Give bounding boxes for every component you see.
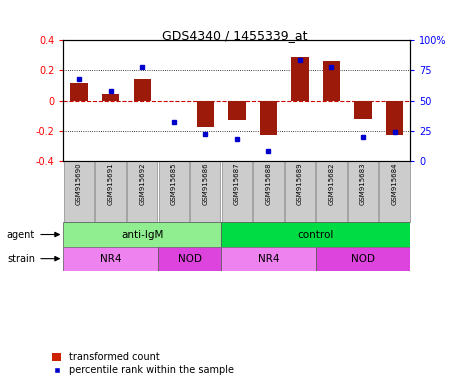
Bar: [159, 161, 189, 222]
Text: GSM915684: GSM915684: [392, 163, 398, 205]
Bar: [221, 222, 410, 247]
Bar: [323, 61, 340, 101]
Bar: [316, 247, 410, 271]
Bar: [291, 57, 309, 101]
Bar: [379, 161, 410, 222]
Bar: [190, 161, 220, 222]
Bar: [63, 247, 158, 271]
Text: NR4: NR4: [100, 254, 121, 264]
Text: strain: strain: [7, 254, 35, 264]
Bar: [317, 161, 347, 222]
Bar: [222, 161, 252, 222]
Text: NOD: NOD: [178, 254, 202, 264]
Text: control: control: [297, 230, 334, 240]
Text: agent: agent: [7, 230, 35, 240]
Text: GDS4340 / 1455339_at: GDS4340 / 1455339_at: [162, 29, 307, 42]
Text: anti-IgM: anti-IgM: [121, 230, 163, 240]
Bar: [96, 161, 126, 222]
Legend: transformed count, percentile rank within the sample: transformed count, percentile rank withi…: [52, 353, 234, 375]
Text: GSM915682: GSM915682: [328, 163, 334, 205]
Text: GSM915683: GSM915683: [360, 163, 366, 205]
Bar: [197, 101, 214, 127]
Text: GSM915687: GSM915687: [234, 163, 240, 205]
Bar: [70, 83, 88, 101]
Bar: [348, 161, 378, 222]
Bar: [102, 94, 119, 101]
Bar: [355, 101, 372, 119]
Bar: [260, 101, 277, 136]
Bar: [221, 247, 316, 271]
Bar: [64, 161, 94, 222]
Bar: [253, 161, 284, 222]
Text: NR4: NR4: [257, 254, 279, 264]
Text: GSM915686: GSM915686: [202, 163, 208, 205]
Text: GSM915688: GSM915688: [265, 163, 272, 205]
Bar: [386, 101, 403, 135]
Bar: [158, 247, 221, 271]
Bar: [285, 161, 315, 222]
Text: GSM915691: GSM915691: [108, 163, 113, 205]
Text: GSM915692: GSM915692: [139, 163, 145, 205]
Text: NOD: NOD: [351, 254, 375, 264]
Bar: [228, 101, 246, 120]
Text: GSM915685: GSM915685: [171, 163, 177, 205]
Text: GSM915690: GSM915690: [76, 163, 82, 205]
Bar: [127, 161, 157, 222]
Bar: [134, 79, 151, 101]
Bar: [63, 222, 221, 247]
Text: GSM915689: GSM915689: [297, 163, 303, 205]
